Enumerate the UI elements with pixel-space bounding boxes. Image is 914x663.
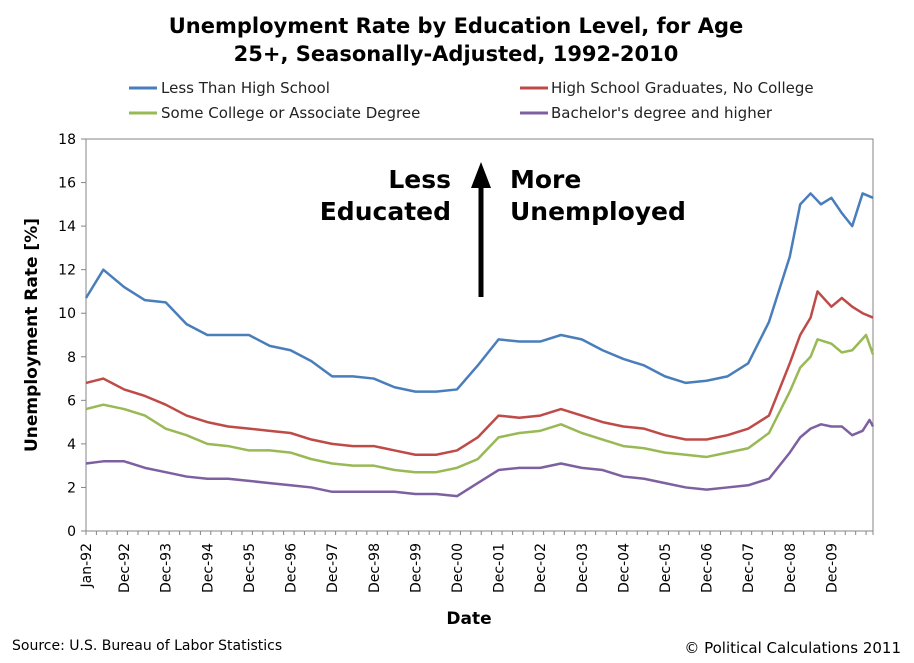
legend-label-some-college: Some College or Associate Degree [161, 104, 420, 122]
chart-title-line-1: Unemployment Rate by Education Level, fo… [169, 14, 744, 38]
annotation-right-box [505, 160, 710, 232]
y-tick-label: 16 [58, 176, 76, 192]
x-tick-label: Dec-04 [616, 543, 632, 593]
y-tick-label: 18 [58, 132, 76, 148]
y-tick-label: 0 [67, 524, 76, 540]
series-line-2 [85, 290, 874, 457]
legend-label-less-than-high-school: Less Than High School [161, 79, 330, 97]
series-line-1 [84, 192, 874, 393]
x-tick-label: Dec-98 [367, 543, 383, 593]
series-layer [84, 192, 875, 498]
x-tick-label: Dec-03 [575, 543, 591, 593]
annotation-left-line-1: Less [388, 165, 451, 194]
x-tick-label: Dec-06 [700, 543, 716, 593]
x-tick-label: Dec-93 [159, 543, 175, 593]
annotation: Less Educated More Unemployed [250, 160, 710, 297]
x-axis: Jan-92 Dec-92 Dec-93 Dec-94 Dec-95 Dec-96 Dec-… [79, 531, 874, 593]
y-axis-title: Unemployment Rate [%] [22, 218, 42, 452]
legend-label-high-school-graduates: High School Graduates, No College [551, 79, 814, 97]
x-tick-label: Dec-08 [783, 543, 799, 593]
y-tick-label: 12 [58, 263, 76, 279]
legend: Less Than High School High School Gradua… [129, 79, 814, 122]
x-tick-label: Dec-94 [200, 543, 216, 593]
annotation-arrow-head [471, 162, 491, 188]
x-tick-label: Dec-09 [824, 543, 840, 593]
y-tick-label: 4 [67, 437, 76, 453]
annotation-right-line-2: Unemployed [510, 197, 686, 226]
y-axis: 0 2 4 6 8 10 12 14 16 18 [58, 132, 86, 540]
x-tick-label: Dec-99 [408, 543, 424, 593]
annotation-left-box [250, 160, 455, 232]
x-tick-label: Dec-95 [242, 543, 258, 593]
copyright-note: © Political Calculations 2011 [684, 639, 901, 657]
series-line-4 [85, 418, 875, 498]
source-note: Source: U.S. Bureau of Labor Statistics [12, 638, 282, 654]
x-tick-label: Jan-92 [79, 543, 95, 588]
y-tick-label: 14 [58, 219, 76, 235]
x-tick-label: Dec-02 [533, 543, 549, 593]
legend-label-bachelors: Bachelor's degree and higher [551, 104, 773, 122]
x-tick-label: Dec-96 [284, 543, 300, 593]
x-axis-title: Date [446, 609, 491, 629]
y-tick-label: 8 [67, 350, 76, 366]
x-tick-label: Dec-00 [450, 543, 466, 593]
chart-title-line-2: 25+, Seasonally-Adjusted, 1992-2010 [234, 42, 679, 66]
x-tick-label: Dec-01 [492, 543, 508, 593]
annotation-right-line-1: More [510, 165, 581, 194]
x-tick-label: Dec-92 [117, 543, 133, 593]
x-tick-label: Dec-07 [741, 543, 757, 593]
series-line-3 [85, 333, 875, 474]
y-tick-label: 10 [58, 306, 76, 322]
x-tick-label: Dec-05 [658, 543, 674, 593]
y-tick-label: 6 [67, 393, 76, 409]
annotation-left-line-2: Educated [320, 197, 451, 226]
x-tick-label: Dec-97 [325, 543, 341, 593]
y-tick-label: 2 [67, 480, 76, 496]
